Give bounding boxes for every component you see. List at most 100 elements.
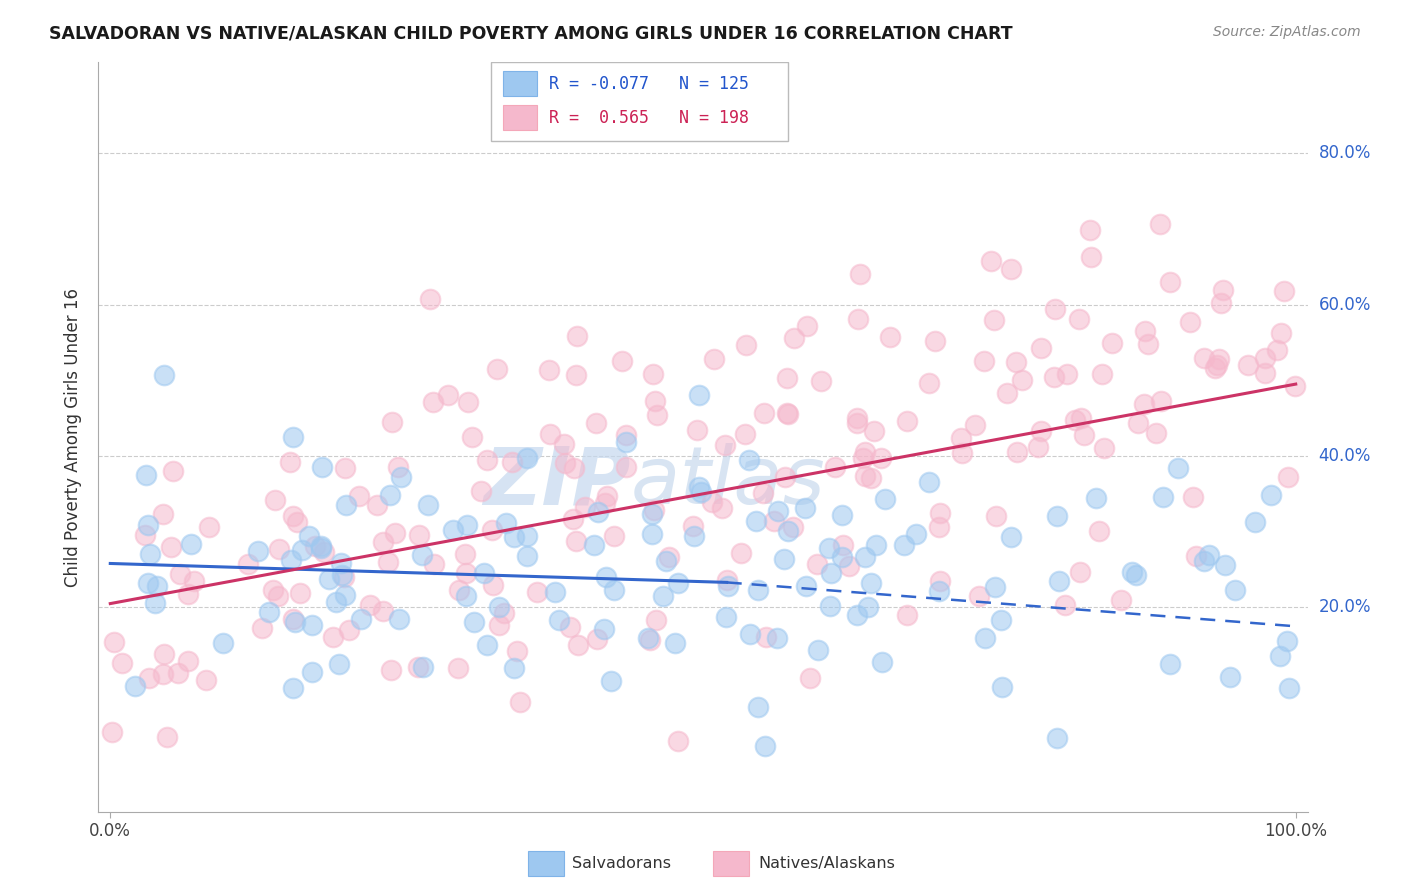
Point: [318, 572, 340, 586]
Point: [655, 554, 678, 568]
Point: [600, 674, 623, 689]
Point: [1109, 592, 1132, 607]
Point: [917, 475, 939, 490]
Point: [593, 496, 616, 510]
Point: [1215, 558, 1237, 572]
Point: [1080, 250, 1102, 264]
Point: [267, 589, 290, 603]
Point: [831, 549, 853, 564]
Point: [406, 660, 429, 674]
Point: [419, 292, 441, 306]
Point: [447, 583, 470, 598]
Point: [1029, 425, 1052, 439]
Point: [586, 632, 609, 647]
Point: [870, 655, 893, 669]
Point: [1185, 549, 1208, 563]
Point: [1046, 731, 1069, 745]
Point: [846, 416, 869, 430]
Point: [586, 505, 609, 519]
Point: [1011, 373, 1033, 387]
Point: [735, 338, 758, 352]
Point: [870, 450, 893, 465]
Point: [169, 566, 191, 581]
Point: [269, 542, 291, 557]
Point: [197, 520, 219, 534]
Point: [807, 643, 830, 657]
Point: [1192, 554, 1215, 568]
Text: 80.0%: 80.0%: [1319, 145, 1371, 162]
Point: [685, 423, 707, 437]
Point: [485, 361, 508, 376]
Point: [1135, 324, 1157, 338]
Point: [776, 524, 799, 538]
Point: [984, 580, 1007, 594]
Point: [443, 523, 465, 537]
Point: [859, 471, 882, 485]
Point: [436, 388, 458, 402]
Point: [1254, 366, 1277, 380]
Point: [134, 528, 156, 542]
Point: [262, 582, 284, 597]
Point: [537, 363, 560, 377]
Point: [783, 330, 806, 344]
Point: [1254, 351, 1277, 365]
Point: [328, 657, 350, 671]
Point: [1237, 358, 1260, 372]
Point: [754, 739, 776, 753]
Point: [167, 666, 190, 681]
Point: [806, 558, 828, 572]
Point: [554, 456, 576, 470]
Point: [817, 541, 839, 556]
Point: [666, 734, 689, 748]
Point: [509, 695, 531, 709]
Point: [1069, 312, 1091, 326]
Y-axis label: Child Poverty Among Girls Under 16: Child Poverty Among Girls Under 16: [63, 287, 82, 587]
Point: [325, 595, 347, 609]
Point: [481, 523, 503, 537]
Point: [738, 627, 761, 641]
Point: [101, 725, 124, 739]
Point: [278, 455, 301, 469]
Point: [152, 508, 174, 522]
Point: [238, 557, 260, 571]
Point: [290, 585, 312, 599]
Point: [983, 312, 1005, 326]
Point: [152, 368, 174, 383]
Point: [766, 504, 789, 518]
Point: [990, 613, 1012, 627]
Point: [713, 438, 735, 452]
Point: [1053, 598, 1076, 612]
Point: [1268, 648, 1291, 663]
Point: [950, 431, 973, 445]
Point: [645, 409, 668, 423]
Point: [384, 525, 406, 540]
Point: [257, 605, 280, 619]
Point: [1211, 295, 1233, 310]
Text: SALVADORAN VS NATIVE/ALASKAN CHILD POVERTY AMONG GIRLS UNDER 16 CORRELATION CHAR: SALVADORAN VS NATIVE/ALASKAN CHILD POVER…: [49, 25, 1012, 43]
Point: [644, 393, 666, 408]
Text: 40.0%: 40.0%: [1319, 447, 1371, 465]
Point: [284, 615, 307, 629]
Point: [1042, 369, 1064, 384]
Point: [561, 511, 583, 525]
Point: [322, 630, 344, 644]
Point: [516, 549, 538, 563]
Point: [1192, 351, 1215, 365]
Point: [538, 426, 561, 441]
Point: [1167, 461, 1189, 475]
Point: [603, 582, 626, 597]
Point: [301, 665, 323, 679]
Point: [1270, 326, 1292, 340]
Point: [643, 503, 665, 517]
Point: [562, 461, 585, 475]
Point: [1208, 351, 1230, 366]
Point: [565, 328, 588, 343]
Point: [475, 453, 498, 467]
Point: [457, 395, 479, 409]
Point: [879, 330, 901, 344]
Point: [143, 596, 166, 610]
Point: [875, 491, 897, 506]
Point: [824, 460, 846, 475]
Point: [422, 395, 444, 409]
Point: [716, 609, 738, 624]
